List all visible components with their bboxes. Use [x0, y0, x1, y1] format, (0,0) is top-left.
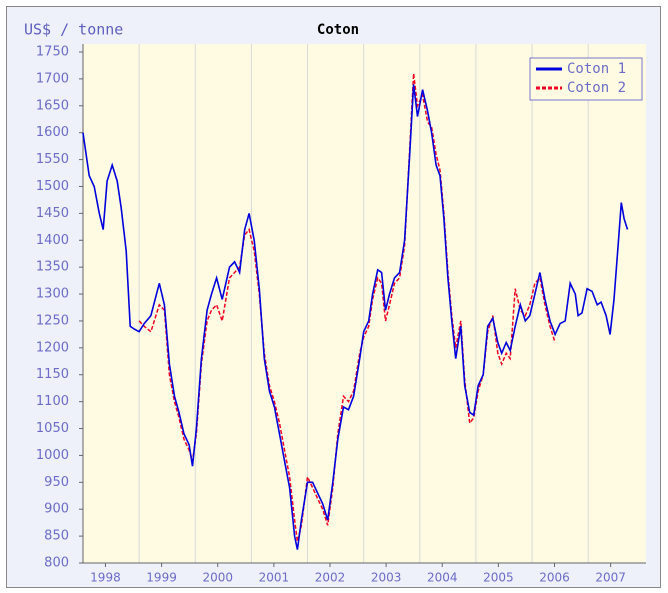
- chart-title: Coton: [317, 22, 359, 38]
- y-tick-label: 850: [44, 529, 69, 544]
- y-tick-label: 900: [44, 502, 69, 517]
- y-tick-label: 1700: [36, 71, 69, 86]
- y-tick-label: 1050: [36, 421, 69, 436]
- x-tick-label: 2004: [427, 571, 458, 585]
- x-tick-label: 2002: [315, 571, 346, 585]
- legend-box: [529, 57, 643, 101]
- y-tick-label: 1100: [36, 394, 69, 409]
- y-tick-label: 1350: [36, 260, 69, 275]
- y-tick-label: 1400: [36, 233, 69, 248]
- y-tick-label: 1000: [36, 448, 69, 463]
- series-line: [138, 73, 556, 542]
- y-tick-label: 1150: [36, 367, 69, 382]
- y-tick-label: 1650: [36, 98, 69, 113]
- y-tick-label: 1250: [36, 313, 69, 328]
- series-line: [82, 84, 629, 550]
- y-tick-label: 1300: [36, 287, 69, 302]
- y-tick-label: 950: [44, 475, 69, 490]
- y-tick-label: 1450: [36, 206, 69, 221]
- x-tick-label: 2006: [539, 571, 570, 585]
- x-tick-label: 1999: [146, 571, 177, 585]
- legend-label: Coton 2: [567, 80, 626, 96]
- y-tick-label: 1200: [36, 340, 69, 355]
- x-tick-label: 2001: [259, 571, 290, 585]
- y-tick-label: 1550: [36, 152, 69, 167]
- y-tick-label: 800: [44, 556, 69, 571]
- legend-label: Coton 1: [567, 61, 626, 77]
- y-tick-label: 1500: [36, 179, 69, 194]
- y-tick-label: 1750: [36, 45, 69, 60]
- y-tick-label: 1600: [36, 125, 69, 140]
- x-tick-label: 2003: [371, 571, 402, 585]
- x-tick-label: 2000: [202, 571, 233, 585]
- x-tick-label: 2005: [483, 571, 514, 585]
- y-axis-label: US$ / tonne: [24, 21, 123, 39]
- x-tick-label: 1998: [90, 571, 121, 585]
- x-tick-label: 2007: [595, 571, 626, 585]
- plot-area: [83, 44, 646, 563]
